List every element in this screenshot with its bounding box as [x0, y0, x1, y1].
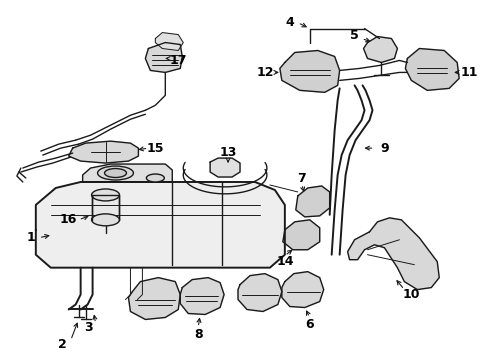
Text: 6: 6 — [305, 318, 314, 331]
Text: 15: 15 — [147, 141, 164, 155]
Ellipse shape — [104, 168, 126, 177]
Text: 4: 4 — [286, 16, 294, 29]
Text: 3: 3 — [84, 321, 93, 334]
Text: 13: 13 — [220, 145, 237, 159]
Text: 5: 5 — [350, 29, 359, 42]
Polygon shape — [283, 220, 319, 250]
Text: 12: 12 — [256, 66, 274, 79]
Ellipse shape — [92, 214, 120, 226]
Text: 17: 17 — [170, 54, 187, 67]
Text: 7: 7 — [297, 171, 306, 185]
Polygon shape — [180, 278, 224, 315]
Text: 10: 10 — [403, 288, 420, 301]
Polygon shape — [36, 182, 285, 268]
Polygon shape — [92, 195, 120, 220]
Polygon shape — [128, 278, 180, 319]
Text: 9: 9 — [380, 141, 389, 155]
Ellipse shape — [92, 189, 120, 201]
Polygon shape — [155, 32, 183, 50]
Text: 14: 14 — [276, 255, 294, 268]
Text: 1: 1 — [26, 231, 35, 244]
Text: 16: 16 — [60, 213, 77, 226]
Polygon shape — [69, 141, 138, 163]
Polygon shape — [296, 186, 330, 217]
Polygon shape — [280, 50, 340, 92]
Ellipse shape — [147, 174, 164, 182]
Text: 11: 11 — [461, 66, 478, 79]
Polygon shape — [238, 274, 282, 311]
Polygon shape — [282, 272, 324, 307]
Polygon shape — [210, 158, 240, 177]
Text: 8: 8 — [194, 328, 202, 341]
Polygon shape — [405, 49, 459, 90]
Polygon shape — [364, 37, 397, 62]
Text: 2: 2 — [58, 338, 67, 351]
Polygon shape — [347, 218, 439, 289]
Ellipse shape — [98, 166, 133, 180]
Polygon shape — [83, 164, 172, 182]
Polygon shape — [146, 42, 182, 72]
